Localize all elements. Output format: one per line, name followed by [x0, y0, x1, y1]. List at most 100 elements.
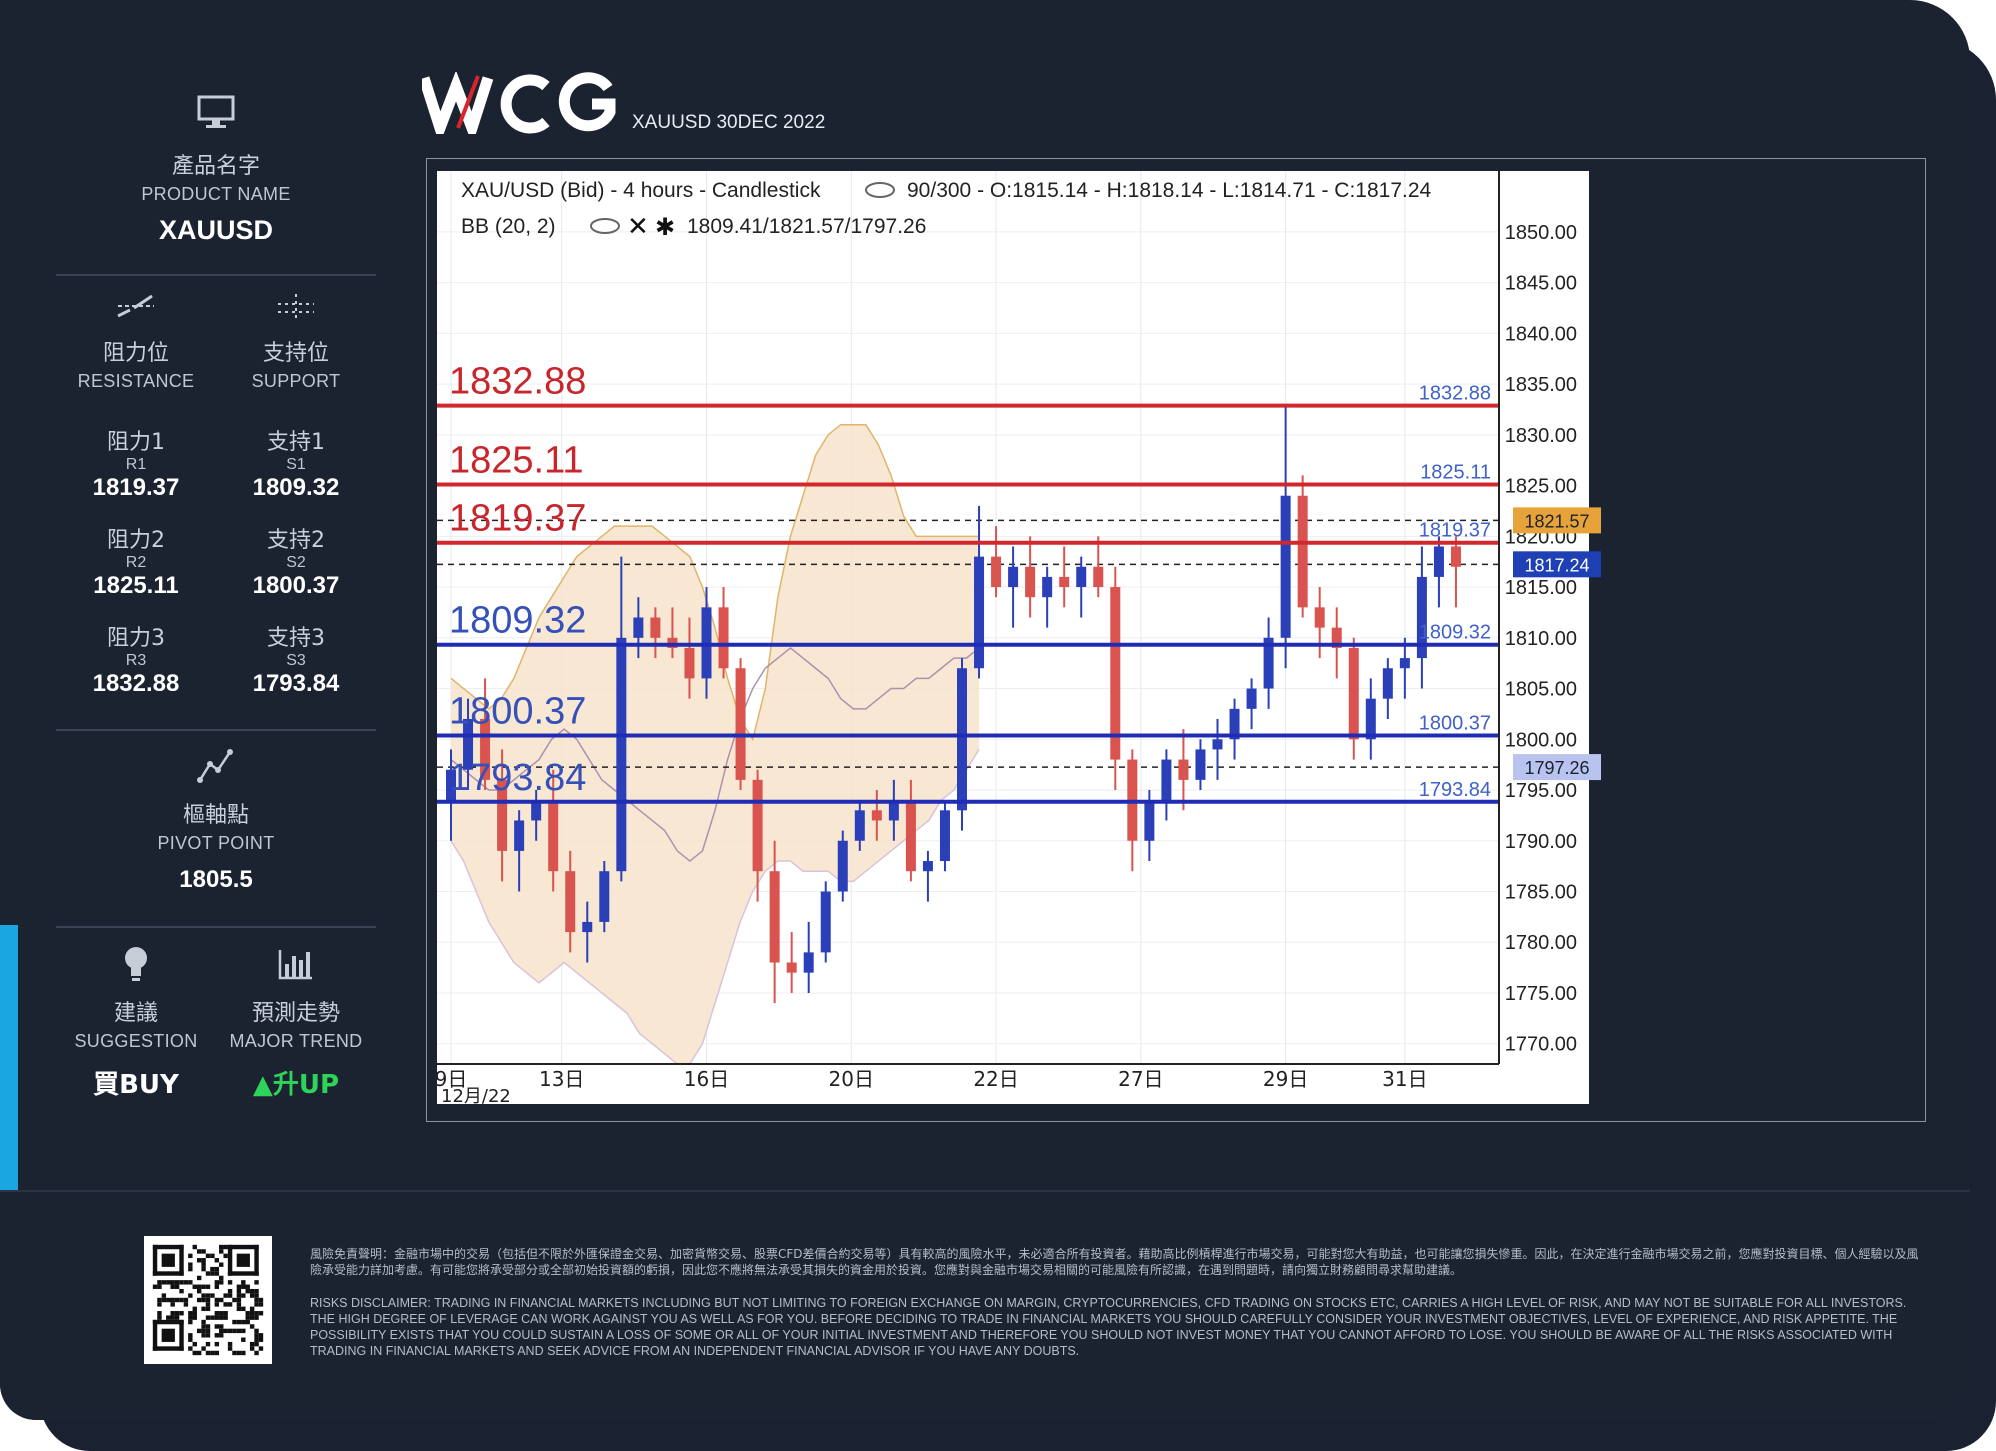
up-arrow-icon: ▲	[252, 1070, 273, 1100]
qr-module	[183, 1280, 189, 1285]
qr-module	[214, 1284, 220, 1289]
candle-body	[1263, 637, 1274, 689]
candle-body	[582, 921, 593, 933]
candle-body	[922, 861, 933, 872]
qr-module	[196, 1288, 202, 1294]
resistance-level-zh: 阻力2	[107, 528, 165, 553]
resistance-level: 阻力2 R2 1825.11	[56, 522, 216, 600]
candle-body	[803, 952, 814, 973]
qr-module	[258, 1302, 264, 1307]
qr-module	[232, 1328, 237, 1334]
qr-module	[201, 1258, 206, 1263]
qr-module	[227, 1346, 233, 1351]
suggestion-block: 建議 SUGGESTION 買BUY	[56, 944, 216, 1101]
x-tick-label: 16日	[684, 1067, 729, 1091]
qr-module	[174, 1311, 180, 1316]
qr-module	[174, 1284, 180, 1289]
qr-module	[205, 1302, 211, 1307]
qr-module	[241, 1284, 246, 1289]
resistance-level-zh: 阻力3	[107, 626, 165, 651]
qr-module	[205, 1328, 211, 1334]
disclaimer-en: RISKS DISCLAIMER: TRADING IN FINANCIAL M…	[310, 1296, 1907, 1358]
qr-module	[210, 1293, 215, 1298]
candle-body	[888, 800, 899, 821]
qr-module	[161, 1297, 167, 1303]
candle-body	[1433, 546, 1444, 577]
qr-module	[201, 1346, 206, 1351]
suggestion-label-zh: 建議	[113, 1001, 158, 1026]
support-level-zh: 支持1	[267, 430, 325, 455]
candle-body	[1059, 576, 1070, 588]
qr-module	[249, 1293, 255, 1298]
candle-body	[599, 871, 610, 922]
support-level-value: 1809.32	[252, 474, 340, 501]
qr-module	[196, 1350, 202, 1356]
qr-module	[192, 1350, 197, 1356]
support-header: 支持位 SUPPORT	[216, 292, 376, 392]
y-tick-label: 1805.00	[1505, 679, 1577, 701]
qr-module	[236, 1253, 250, 1267]
qr-module	[219, 1280, 224, 1285]
qr-module	[188, 1346, 193, 1351]
product-label-zh: 產品名字	[171, 154, 260, 179]
qr-module	[201, 1297, 206, 1303]
bollinger-band-fill	[451, 424, 980, 1064]
candle-body	[1008, 566, 1019, 588]
candle-body	[616, 637, 627, 872]
candle-body	[463, 718, 474, 770]
qr-module	[161, 1328, 175, 1342]
qr-module	[245, 1311, 250, 1316]
qr-module	[241, 1337, 246, 1342]
candle-body	[837, 840, 848, 892]
qr-module	[245, 1315, 250, 1320]
qr-module	[179, 1311, 184, 1316]
candle-body	[786, 962, 797, 973]
qr-module	[201, 1249, 206, 1254]
qr-module	[254, 1297, 259, 1303]
qr-module	[210, 1315, 215, 1320]
candle-body	[480, 718, 491, 780]
pivot-label-zh: 樞軸點	[182, 803, 249, 828]
support-level-zh: 支持3	[267, 626, 325, 651]
chart-bb-values: 1809.41/1821.57/1797.26	[687, 215, 926, 238]
qr-module	[205, 1350, 211, 1356]
y-tick-label: 1800.00	[1505, 729, 1577, 751]
qr-module	[166, 1297, 171, 1303]
resistance-level-value: 1825.11	[93, 572, 179, 599]
candle-body	[1093, 566, 1104, 588]
qr-module	[223, 1302, 228, 1307]
support-level: 支持3 S3 1793.84	[216, 620, 376, 698]
support-line-label: 1793.84	[449, 757, 586, 799]
qr-module	[236, 1350, 242, 1356]
qr-module	[152, 1271, 184, 1276]
qr-module	[179, 1280, 184, 1285]
qr-module	[214, 1350, 220, 1356]
price-tag-label: 1821.57	[1524, 511, 1589, 531]
support-line-label: 1800.37	[449, 691, 586, 733]
qr-module	[205, 1293, 211, 1298]
qr-module	[214, 1266, 220, 1272]
qr-module	[157, 1297, 162, 1303]
candle-body	[1212, 739, 1223, 750]
support-level-code: S3	[286, 652, 306, 669]
qr-module	[188, 1253, 193, 1259]
trend-label-zh: 預測走勢	[251, 1001, 340, 1026]
qr-module	[170, 1297, 175, 1303]
pivot-label-en: PIVOT POINT	[157, 833, 275, 853]
trend-block: 預測走勢 MAJOR TREND ▲升UP	[216, 944, 376, 1101]
bollinger-upper-line	[450, 423, 980, 742]
qr-module	[188, 1337, 193, 1342]
qr-module	[214, 1280, 220, 1285]
qr-module	[254, 1328, 259, 1334]
x-tick-label: 31日	[1382, 1067, 1427, 1091]
y-tick-label: 1830.00	[1505, 425, 1577, 447]
qr-module	[179, 1319, 184, 1351]
candle-body	[718, 607, 729, 669]
resistance-line-right-label: 1819.37	[1419, 520, 1491, 542]
qr-module	[219, 1333, 224, 1338]
qr-code[interactable]	[144, 1236, 272, 1364]
y-tick-label: 1835.00	[1505, 374, 1577, 396]
qr-module	[196, 1297, 202, 1303]
qr-module	[157, 1315, 162, 1320]
candle-body	[939, 810, 950, 862]
